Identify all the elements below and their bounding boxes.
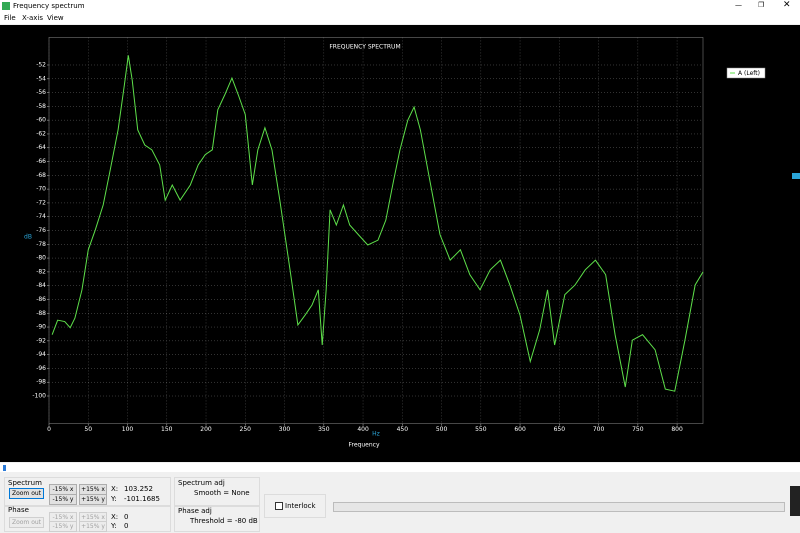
cursor-y-label: Y: [111, 522, 117, 530]
chart-title: FREQUENCY SPECTRUM [329, 44, 400, 51]
cursor-y-value: -101.1685 [124, 495, 160, 503]
zoom-button[interactable]: +15% y [79, 494, 107, 505]
spectrum-group [4, 477, 171, 506]
chart: FREQUENCY SPECTRUM dB Hz Frequency -52 -5… [0, 25, 800, 462]
y-tick-label: -90 [36, 324, 46, 331]
x-tick-label: 50 [84, 426, 92, 433]
x-tick-label: 350 [318, 426, 330, 433]
x-tick-label: 300 [279, 426, 291, 433]
menu-item[interactable]: X-axis [22, 14, 43, 22]
interlock-checkbox[interactable] [275, 502, 283, 510]
y-axis-label: dB [24, 234, 32, 241]
menu-item[interactable]: View [47, 14, 64, 22]
x-axis-unit: Hz [372, 431, 380, 438]
y-tick-label: -94 [36, 351, 46, 358]
y-tick-label: -84 [36, 282, 46, 289]
y-tick-label: -80 [36, 255, 46, 262]
spectrum-adj-group [174, 477, 260, 506]
menu-item[interactable]: File [4, 14, 16, 22]
cursor-x-value: 0 [124, 513, 129, 521]
x-tick-label: 800 [671, 426, 683, 433]
x-tick-label: 700 [593, 426, 605, 433]
title-bar: Frequency spectrum — ❐ ✕ [0, 0, 800, 12]
spectrum-line [51, 55, 704, 392]
cursor-x-label: X: [111, 485, 119, 493]
scrollbar[interactable] [0, 463, 800, 472]
x-tick-label: 750 [632, 426, 644, 433]
y-tick-label: -56 [36, 89, 46, 96]
x-tick-label: 450 [397, 426, 409, 433]
zoom-out-button[interactable]: Zoom out [9, 517, 44, 528]
x-tick-label: 650 [554, 426, 566, 433]
y-tick-label: -72 [36, 199, 46, 206]
interlock-label: Interlock [285, 502, 316, 510]
smooth-setting[interactable]: Smooth = None [194, 489, 250, 497]
group-label: Phase adj [178, 507, 212, 515]
y-tick-label: -70 [36, 186, 46, 193]
group-label: Phase [8, 506, 29, 514]
y-tick-label: -82 [36, 268, 46, 275]
x-tick-label: 250 [240, 426, 252, 433]
zoom-button[interactable]: -15% y [49, 521, 77, 532]
legend-box [726, 67, 766, 79]
minimize-button[interactable]: — [735, 1, 742, 9]
scroll-thumb[interactable] [3, 465, 6, 471]
cursor-y-label: Y: [111, 495, 117, 503]
close-button[interactable]: ✕ [783, 0, 791, 10]
zoom-out-button[interactable]: Zoom out [9, 488, 44, 499]
y-tick-label: -96 [36, 365, 46, 372]
x-tick-label: 0 [47, 426, 51, 433]
y-tick-label: -86 [36, 296, 46, 303]
app-icon [2, 2, 10, 10]
splitter-marker[interactable] [792, 173, 800, 179]
control-panel: Spectrum Zoom out -15% x +15% x -15% y +… [0, 474, 800, 533]
y-tick-label: -52 [36, 61, 46, 68]
maximize-button[interactable]: ❐ [758, 1, 765, 9]
zoom-button[interactable]: +15% y [79, 521, 107, 532]
legend-label: A (Left) [738, 70, 760, 77]
x-tick-label: 150 [161, 426, 173, 433]
menu-bar: File X-axis View [0, 12, 800, 24]
x-tick-label: 550 [475, 426, 487, 433]
cursor-x-value: 103.252 [124, 485, 153, 493]
x-tick-label: 200 [200, 426, 212, 433]
group-label: Spectrum [8, 479, 42, 487]
x-tick-label: 100 [122, 426, 134, 433]
x-tick-label: 400 [357, 426, 369, 433]
y-tick-label: -54 [36, 75, 46, 82]
interlock-group [264, 494, 326, 518]
y-tick-label: -78 [36, 241, 46, 248]
y-tick-label: -68 [36, 172, 46, 179]
y-tick-label: -100 [32, 393, 46, 400]
y-tick-label: -58 [36, 103, 46, 110]
threshold-setting[interactable]: Threshold = -80 dB [190, 517, 258, 525]
y-tick-label: -98 [36, 379, 46, 386]
cursor-x-label: X: [111, 513, 119, 521]
y-tick-label: -76 [36, 227, 46, 234]
window-title: Frequency spectrum [13, 2, 85, 10]
y-tick-label: -62 [36, 130, 46, 137]
progress-bar [333, 502, 785, 512]
side-tab[interactable] [790, 486, 800, 516]
y-tick-label: -74 [36, 213, 46, 220]
x-tick-label: 600 [514, 426, 526, 433]
group-label: Spectrum adj [178, 479, 225, 487]
x-tick-label: 500 [436, 426, 448, 433]
y-tick-label: -92 [36, 337, 46, 344]
cursor-y-value: 0 [124, 522, 129, 530]
phase-adj-group [174, 506, 260, 532]
y-tick-label: -64 [36, 144, 46, 151]
y-tick-label: -60 [36, 117, 46, 124]
zoom-button[interactable]: -15% y [49, 494, 77, 505]
y-tick-label: -66 [36, 158, 46, 165]
y-tick-label: -88 [36, 310, 46, 317]
x-axis-label: Frequency [349, 442, 380, 449]
